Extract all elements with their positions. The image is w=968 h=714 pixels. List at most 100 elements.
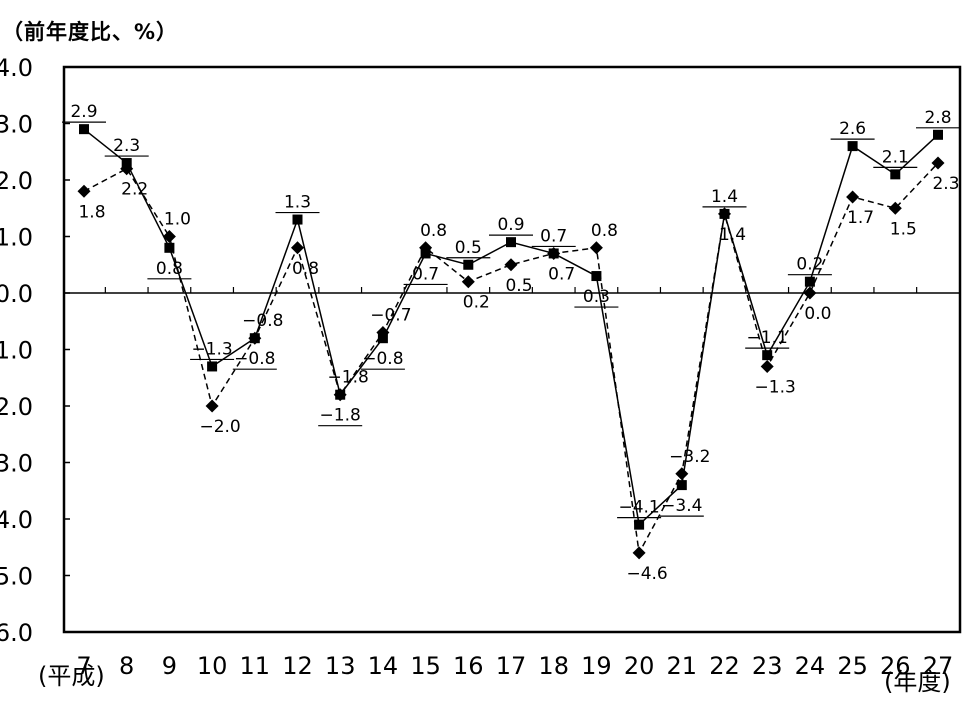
series-2-data-label: 0.8: [420, 221, 447, 241]
series-2-data-label: 1.8: [78, 202, 105, 222]
series-1-point: [890, 169, 901, 180]
series-2-point: [632, 546, 646, 560]
y-tick-label: 3.0: [0, 450, 33, 478]
series-1-data-label: 2.9: [70, 102, 97, 122]
x-tick-label: 21: [667, 652, 698, 680]
x-tick-label: 12: [282, 652, 313, 680]
series-2-point: [760, 359, 774, 373]
x-tick-label: 13: [325, 652, 356, 680]
series-1-data-label: 2.8: [924, 108, 951, 128]
series-1-data-label: 0.7: [412, 264, 439, 284]
x-start-note: (平成): [38, 662, 105, 690]
series-1-data-label: −1.1: [747, 328, 788, 348]
y-tick-label: 2.0: [0, 393, 33, 421]
series-2-data-label: 1.7: [847, 208, 874, 228]
series-2-point: [803, 286, 817, 300]
series-1-data-label: 1.3: [284, 193, 311, 213]
series-2-point: [419, 241, 433, 255]
series-2-point: [547, 246, 561, 260]
series-2-data-label: 0.8: [591, 221, 618, 241]
x-tick-label: 17: [496, 652, 527, 680]
x-tick-label: 9: [162, 652, 177, 680]
x-tick-label: 11: [240, 652, 271, 680]
series-2-point: [248, 331, 262, 345]
series-1-data-label: 0.2: [796, 255, 823, 275]
series-2-point: [77, 184, 91, 198]
series-2-data-label: 0.5: [505, 276, 532, 296]
series-2-data-label: 0.2: [463, 293, 490, 313]
series-2-data-label: −4.6: [626, 564, 667, 584]
series-1-data-label: −0.8: [362, 349, 403, 369]
series-2-point: [718, 207, 731, 221]
series-1-point: [933, 129, 943, 140]
unit-label: （前年度比、%）: [2, 20, 179, 44]
x-tick-label: 20: [624, 652, 655, 680]
x-tick-label: 15: [410, 652, 441, 680]
series-1-data-label: 2.6: [839, 119, 866, 139]
series-2-point: [291, 241, 304, 255]
x-tick-label: 22: [709, 652, 740, 680]
series-2-point: [589, 241, 603, 255]
series-1-point: [591, 271, 602, 282]
series-2-data-label: −0.8: [242, 311, 283, 331]
series-2-point: [675, 467, 689, 481]
x-tick-label: 7: [76, 652, 91, 680]
y-tick-label: 0.0: [0, 280, 33, 308]
series-2-point: [461, 275, 475, 289]
series-2-data-label: 1.0: [164, 210, 191, 230]
series-2-point: [504, 258, 518, 272]
series-1-data-label: −4.1: [618, 498, 659, 518]
y-tick-label: 4.0: [0, 54, 33, 82]
x-tick-label: 19: [581, 652, 612, 680]
series-1-data-label: 2.1: [882, 147, 909, 167]
x-tick-label: 27: [923, 652, 954, 680]
x-tick-label: 23: [752, 652, 783, 680]
y-tick-label: 3.0: [0, 111, 33, 139]
series-1-point: [79, 124, 89, 135]
y-tick-label: 5.0: [0, 563, 33, 591]
series-1-point: [207, 361, 218, 372]
series-1-point: [847, 141, 858, 152]
y-tick-label: 2.0: [0, 167, 33, 195]
series-2-point: [333, 388, 347, 402]
series-2-point: [120, 162, 134, 176]
y-tick-label: 1.0: [0, 224, 33, 252]
series-2-data-label: 1.4: [719, 225, 746, 245]
series-2-data-label: 2.3: [932, 174, 959, 194]
series-1-point: [762, 350, 773, 361]
series-2-data-label: 0.7: [548, 264, 575, 284]
series-1-data-label: 0.9: [497, 215, 524, 235]
y-tick-label: 1.0: [0, 337, 33, 365]
series-2-data-label: 1.5: [890, 219, 917, 239]
series-2-data-label: 0.0: [804, 304, 831, 324]
series-1-point: [634, 519, 645, 530]
series-1-data-label: 0.7: [540, 226, 567, 246]
series-1-data-label: −3.4: [661, 496, 702, 516]
series-1-data-label: 0.3: [583, 287, 610, 307]
series-1-point: [676, 480, 687, 491]
y-tick-label: 6.0: [0, 619, 33, 647]
series-1-data-label: 1.4: [711, 187, 738, 207]
series-1-data-label: −1.3: [191, 339, 232, 359]
series-2-point: [205, 399, 219, 413]
x-tick-label: 26: [880, 652, 911, 680]
series-2-point: [931, 156, 945, 170]
series-1-point: [164, 242, 175, 253]
x-tick-label: 24: [795, 652, 826, 680]
y-tick-label: 4.0: [0, 506, 33, 534]
x-tick-label: 14: [368, 652, 399, 680]
series-2-point: [846, 190, 860, 204]
series-1-line: [83, 128, 939, 527]
series-1-data-label: −1.8: [320, 406, 361, 426]
x-tick-label: 8: [119, 652, 134, 680]
series-1-data-label: 2.3: [113, 136, 140, 156]
series-1-data-label: 0.8: [156, 259, 183, 279]
series-2-data-label: −1.3: [755, 377, 796, 397]
series-1-point: [292, 214, 303, 225]
x-tick-label: 10: [197, 652, 228, 680]
series-2-point: [376, 326, 390, 340]
series-2-data-label: −3.2: [669, 447, 710, 467]
series-1-data-label: 0.5: [455, 238, 482, 258]
x-tick-label: 18: [538, 652, 569, 680]
series-2-data-label: −1.8: [328, 368, 369, 388]
